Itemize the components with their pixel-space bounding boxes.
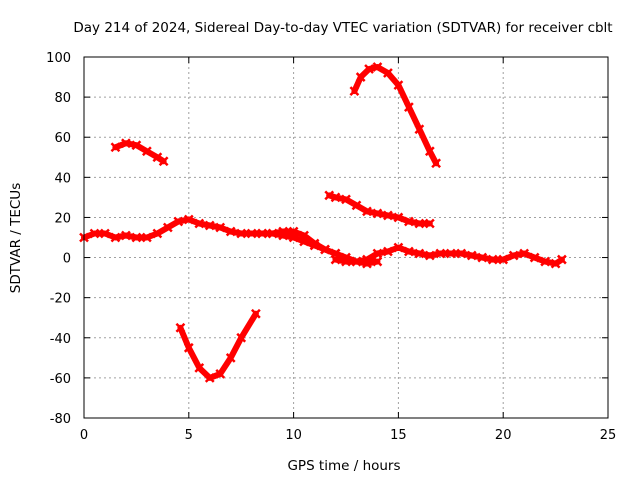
series-trace [326,192,433,227]
series-arc-c [110,138,169,167]
series-trace [259,228,339,257]
data-points [79,62,567,383]
series-arc-e [349,62,442,169]
series-trace [177,310,259,381]
y-tick-label: 100 [46,51,71,66]
series-trace [112,140,167,165]
series-trace [351,64,440,167]
y-tick-label: -80 [50,412,71,427]
plot-frame [83,56,609,419]
axis-ticks: 0 5 10 15 20 25 -80 -60 -40 -20 0 20 40 60 80 100 [46,51,616,443]
y-tick-label: -40 [50,332,71,347]
x-tick-label: 15 [390,428,407,443]
series-trace [332,244,565,267]
x-tick-label: 20 [495,428,512,443]
x-tick-label: 25 [600,428,617,443]
x-axis-label: GPS time / hours [287,458,400,474]
series-arc-g [330,242,567,269]
x-tick-label: 5 [185,428,193,443]
y-axis-label: SDTVAR / TECUs [8,183,24,293]
x-tick-label: 10 [285,428,302,443]
y-tick-label: -60 [50,372,71,387]
y-tick-label: 0 [63,252,71,267]
y-tick-label: 60 [54,131,71,146]
series-arc-f [324,190,435,229]
y-tick-label: 80 [54,91,71,106]
gridlines [84,57,608,418]
chart-title: Day 214 of 2024, Sidereal Day-to-day VTE… [73,20,612,36]
series-arc-d [175,308,261,383]
y-tick-label: 40 [54,171,71,186]
y-tick-label: 20 [54,211,71,226]
x-tick-label: 0 [80,428,88,443]
y-tick-label: -20 [50,292,71,307]
